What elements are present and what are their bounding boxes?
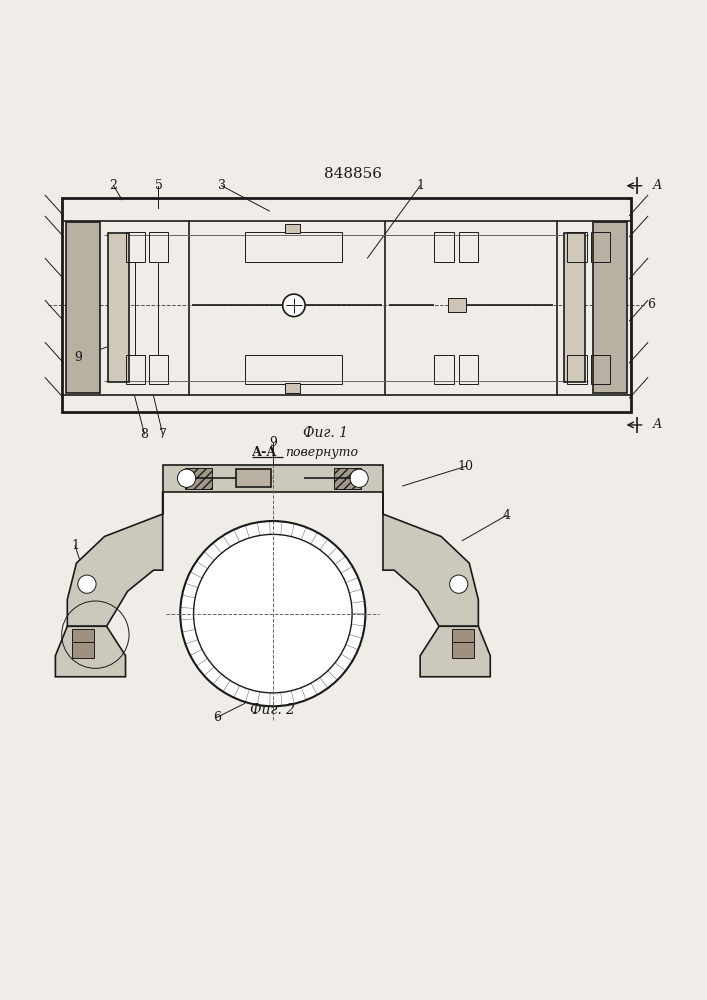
- Bar: [62, 198, 631, 412]
- Bar: [434, 355, 454, 384]
- Text: повернуто: повернуто: [285, 446, 358, 459]
- Bar: [459, 232, 479, 262]
- Text: А: А: [653, 179, 662, 192]
- Bar: [452, 642, 474, 658]
- Bar: [285, 383, 300, 393]
- Bar: [568, 232, 587, 262]
- Text: 7: 7: [159, 428, 167, 441]
- Text: 9: 9: [269, 436, 276, 449]
- Text: А-А: А-А: [252, 446, 277, 459]
- Bar: [568, 355, 587, 384]
- Polygon shape: [55, 626, 126, 677]
- Text: 1: 1: [71, 539, 79, 552]
- Text: 6: 6: [213, 711, 221, 724]
- Text: 10: 10: [457, 460, 474, 473]
- Bar: [185, 468, 212, 489]
- Text: 4: 4: [503, 509, 510, 522]
- Bar: [163, 465, 383, 492]
- Text: 3: 3: [218, 179, 226, 192]
- Circle shape: [194, 534, 352, 693]
- Polygon shape: [420, 626, 490, 677]
- Text: А: А: [653, 418, 662, 431]
- Circle shape: [78, 575, 96, 593]
- Circle shape: [350, 469, 368, 487]
- Bar: [285, 224, 300, 233]
- Bar: [245, 355, 341, 384]
- Bar: [66, 222, 100, 393]
- Bar: [590, 355, 610, 384]
- Circle shape: [180, 521, 366, 706]
- Text: 5: 5: [155, 179, 163, 192]
- Bar: [334, 468, 361, 489]
- Bar: [71, 629, 94, 642]
- Bar: [245, 232, 341, 262]
- Bar: [593, 222, 627, 393]
- Bar: [448, 298, 466, 312]
- Bar: [148, 232, 168, 262]
- Bar: [126, 232, 145, 262]
- Text: Фиг. 1: Фиг. 1: [303, 426, 348, 440]
- Bar: [452, 629, 474, 642]
- Bar: [564, 233, 585, 382]
- Text: Фиг. 2: Фиг. 2: [250, 703, 296, 717]
- Text: 1: 1: [416, 179, 424, 192]
- Polygon shape: [67, 492, 163, 626]
- Text: 6: 6: [648, 298, 655, 311]
- Circle shape: [450, 575, 468, 593]
- Bar: [71, 642, 94, 658]
- Text: 848856: 848856: [325, 167, 382, 181]
- Polygon shape: [383, 492, 479, 626]
- Bar: [235, 469, 271, 487]
- Text: 9: 9: [75, 351, 83, 364]
- Circle shape: [177, 469, 196, 487]
- Circle shape: [283, 294, 305, 317]
- Text: 2: 2: [110, 179, 117, 192]
- Bar: [108, 233, 129, 382]
- Bar: [126, 355, 145, 384]
- Bar: [590, 232, 610, 262]
- Bar: [148, 355, 168, 384]
- Text: 8: 8: [141, 428, 148, 441]
- Bar: [459, 355, 479, 384]
- Bar: [434, 232, 454, 262]
